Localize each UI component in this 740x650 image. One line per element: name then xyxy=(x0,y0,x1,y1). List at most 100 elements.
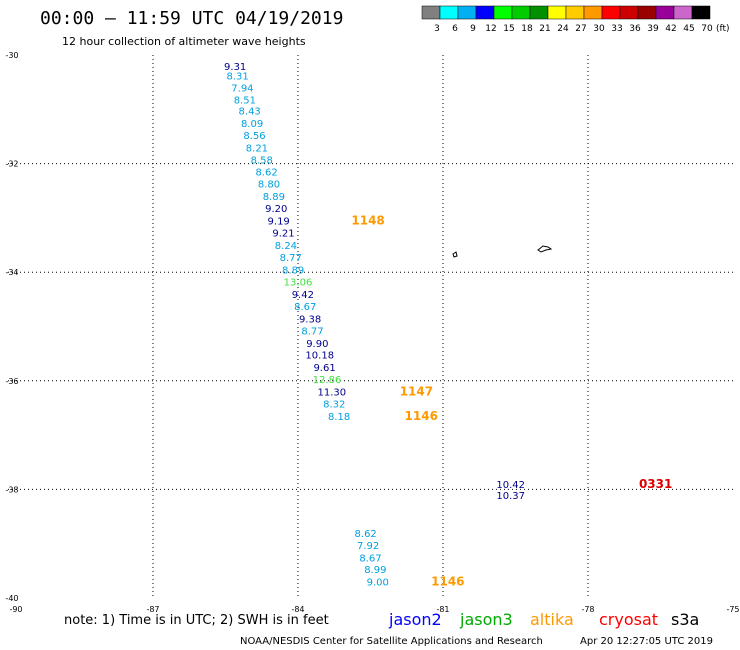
wave-height-label: 10.18 xyxy=(305,351,334,362)
island-shape xyxy=(537,245,553,253)
footer-note: note: 1) Time is in UTC; 2) SWH is in fe… xyxy=(64,613,329,628)
wave-height-label: 7.94 xyxy=(231,84,253,95)
wave-height-label: 10.42 xyxy=(496,480,525,491)
island-shape xyxy=(452,251,458,258)
wave-height-label: 8.77 xyxy=(280,253,302,264)
wave-height-label: 9.42 xyxy=(292,290,314,301)
wave-height-label: 9.90 xyxy=(306,339,328,350)
wave-height-points: 9.318.317.948.518.43 8.098.568.218.58 8.62… xyxy=(224,62,525,589)
colorbar-swatch xyxy=(439,5,459,20)
wave-height-label: 7.92 xyxy=(357,541,379,552)
wave-height-label: 8.21 xyxy=(246,143,268,154)
wave-height-label: 9.20 xyxy=(265,204,287,215)
wave-height-label: 8.32 xyxy=(323,400,345,411)
wave-height-label: 9.31 xyxy=(224,62,246,73)
colorbar-label: 6 xyxy=(452,24,458,34)
wave-height-label: 13.06 xyxy=(284,277,313,288)
x-tick-label: -87 xyxy=(146,605,159,614)
colorbar-label: 9 xyxy=(470,24,476,34)
map-grid xyxy=(8,55,733,598)
colorbar-label: 42 xyxy=(665,24,676,34)
wave-height-label: 8.56 xyxy=(243,131,265,142)
y-tick-label: -40 xyxy=(5,594,18,603)
colorbar-swatch xyxy=(421,5,441,20)
wave-height-label: 8.62 xyxy=(255,168,277,179)
x-tick-label: -78 xyxy=(581,605,594,614)
colorbar-label: 24 xyxy=(557,24,569,34)
colorbar-swatch xyxy=(655,5,675,20)
x-tick-label: -81 xyxy=(436,605,449,614)
x-tick-label: -90 xyxy=(9,605,22,614)
colorbar-label: 70 xyxy=(701,24,713,34)
colorbar-label: 45 xyxy=(683,24,694,34)
x-tick-label: -75 xyxy=(726,605,739,614)
x-tick-label: -84 xyxy=(291,605,304,614)
colorbar-swatch xyxy=(583,5,603,20)
footer-timestamp: Apr 20 12:27:05 UTC 2019 xyxy=(580,636,713,647)
colorbar-swatch xyxy=(457,5,477,20)
satellite-legend: jason2 jason3 altika cryosat s3a xyxy=(388,610,699,629)
y-tick-label: -30 xyxy=(5,51,18,60)
y-tick-label: -38 xyxy=(5,485,18,494)
colorbar-swatch xyxy=(691,5,711,20)
satellite-altika: altika xyxy=(530,610,574,629)
y-tick-label: -34 xyxy=(5,268,18,277)
colorbar-label: 27 xyxy=(575,24,586,34)
colorbar-swatch xyxy=(637,5,657,20)
wave-height-label: 8.67 xyxy=(294,302,316,313)
colorbar-swatch xyxy=(673,5,693,20)
wave-height-label: 8.43 xyxy=(239,106,261,117)
colorbar-swatch xyxy=(619,5,639,20)
colorbar-label: 12 xyxy=(485,24,496,34)
wave-height-label: 10.37 xyxy=(496,491,525,502)
colorbar-label: 33 xyxy=(611,24,622,34)
wave-height-label: 9.19 xyxy=(268,217,290,228)
colorbar-swatch xyxy=(547,5,567,20)
satellite-cryosat: cryosat xyxy=(599,610,658,629)
pass-time-label: 1146 xyxy=(431,575,464,589)
pass-time-label: 1148 xyxy=(351,214,384,228)
wave-height-label: 8.80 xyxy=(258,180,280,191)
wave-height-label: 8.31 xyxy=(226,72,248,83)
satellite-jason3: jason3 xyxy=(459,610,513,629)
satellite-jason2: jason2 xyxy=(388,610,442,629)
y-tick-label: -36 xyxy=(5,377,18,386)
footer-credit: NOAA/NESDIS Center for Satellite Applica… xyxy=(240,636,543,647)
y-tick-label: -32 xyxy=(5,160,18,169)
wave-height-label: 8.99 xyxy=(364,565,386,576)
wave-height-label: 8.67 xyxy=(359,553,381,564)
colorbar-label: 30 xyxy=(593,24,605,34)
wave-height-label: 8.62 xyxy=(355,529,377,540)
satellite-s3a: s3a xyxy=(671,610,699,629)
wave-height-label: 8.89 xyxy=(282,265,304,276)
colorbar-label: 39 xyxy=(647,24,659,34)
chart-title: 00:00 – 11:59 UTC 04/19/2019 xyxy=(40,8,343,29)
colorbar-swatch xyxy=(475,5,495,20)
colorbar-label: 36 xyxy=(629,24,641,34)
wave-height-label: 8.89 xyxy=(263,192,285,203)
island-outlines xyxy=(452,245,553,258)
wave-height-label: 8.77 xyxy=(301,326,323,337)
wave-height-label: 9.00 xyxy=(367,578,389,589)
pass-time-label: 1147 xyxy=(400,385,433,399)
wave-height-label: 8.24 xyxy=(275,241,297,252)
axis-ticks: -90 -87 -84 -81 -78 -75 -30 -32 -34 -36 -38 -40 xyxy=(5,51,739,614)
colorbar-swatch xyxy=(493,5,513,20)
chart-subtitle: 12 hour collection of altimeter wave hei… xyxy=(62,35,306,48)
wave-height-label: 9.21 xyxy=(272,229,294,240)
colorbar-label: 15 xyxy=(503,24,514,34)
wave-height-label: 8.58 xyxy=(251,155,273,166)
colorbar-swatch xyxy=(601,5,621,20)
pass-time-labels: 1148 1147 1146 1146 0331 xyxy=(351,214,672,589)
wave-height-label: 12.86 xyxy=(313,375,342,386)
colorbar-label: 3 xyxy=(434,24,440,34)
wave-height-label: 8.09 xyxy=(241,119,263,130)
colorbar-label: 18 xyxy=(521,24,533,34)
pass-time-label: 0331 xyxy=(639,477,672,491)
wave-height-label: 8.51 xyxy=(234,96,256,107)
wave-height-label: 8.18 xyxy=(328,412,350,423)
wave-height-label: 9.38 xyxy=(299,314,321,325)
colorbar-swatch xyxy=(511,5,531,20)
wave-height-label: 11.30 xyxy=(318,388,347,399)
